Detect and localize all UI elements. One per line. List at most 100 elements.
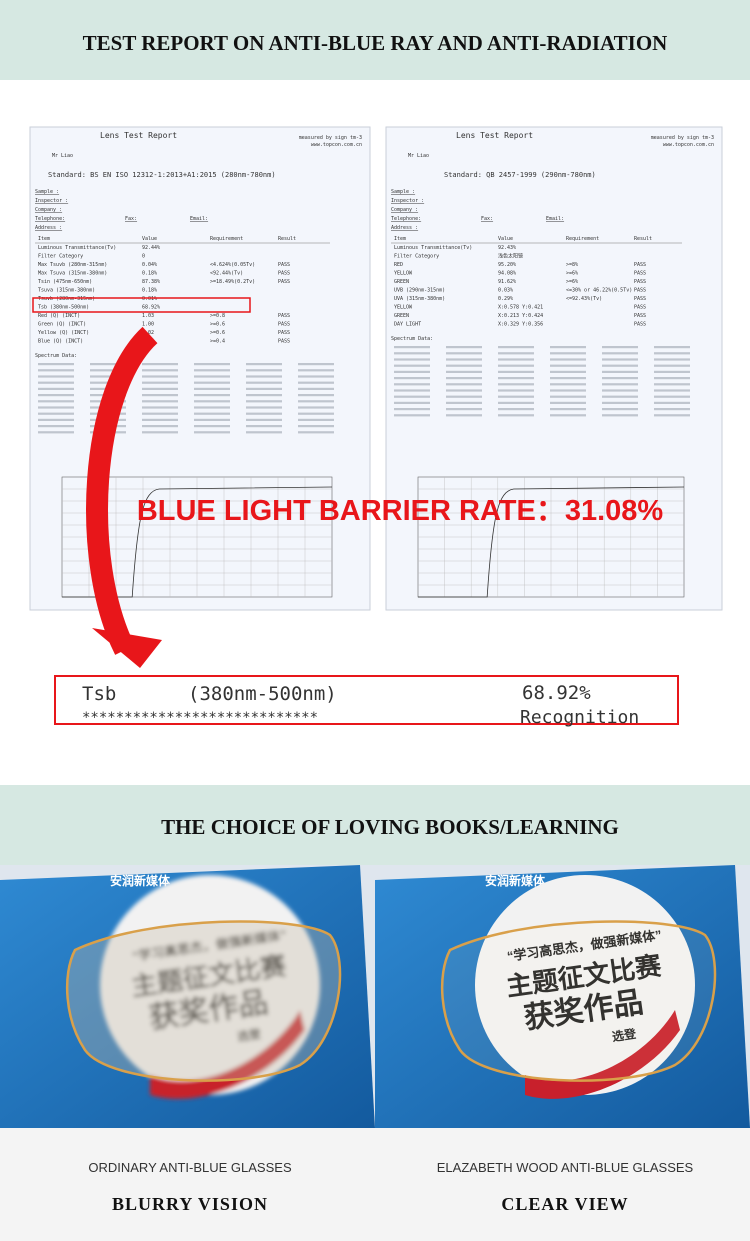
spectrum-placeholder xyxy=(498,377,534,380)
report-cell: Tsuvb (280nm-315nm) xyxy=(38,296,95,302)
report-cell: 1.03 xyxy=(142,313,154,319)
spectrum-placeholder xyxy=(394,401,430,404)
spectrum-placeholder xyxy=(394,364,430,367)
spectrum-placeholder xyxy=(38,381,74,384)
arrow-head xyxy=(92,628,162,668)
spectrum-placeholder xyxy=(194,381,230,384)
spectrum-placeholder xyxy=(142,425,178,428)
spectrum-placeholder xyxy=(550,346,586,349)
spectrum-placeholder xyxy=(298,394,334,397)
spectrum-placeholder xyxy=(654,395,690,398)
header-band xyxy=(0,0,750,80)
spectrum-placeholder xyxy=(446,377,482,380)
spectrum-placeholder xyxy=(654,401,690,404)
report-cell: 92.43% xyxy=(498,245,516,251)
report-standard: Standard: QB 2457-1999 (290nm-780nm) xyxy=(444,171,596,179)
report-column: Result xyxy=(278,236,296,242)
book-art: “学习高思杰，做强新媒体”主题征文比赛获奖作品选登 xyxy=(100,875,320,1099)
verdict: CLEAR VIEW xyxy=(501,1194,628,1214)
spectrum-placeholder xyxy=(654,389,690,392)
report-field: Sample : xyxy=(391,189,415,195)
spectrum-placeholder xyxy=(394,395,430,398)
report-cell: >=6% xyxy=(566,279,578,285)
spectrum-placeholder xyxy=(90,369,126,372)
spectrum-placeholder xyxy=(550,358,586,361)
spectrum-placeholder xyxy=(142,394,178,397)
spectrum-placeholder xyxy=(38,363,74,366)
callout-value: 68.92% xyxy=(522,682,591,704)
report-field: Address : xyxy=(391,225,418,231)
spectrum-placeholder xyxy=(550,352,586,355)
report-cell: Green (Q) (INCT) xyxy=(38,322,86,328)
callout-stars: **************************** xyxy=(82,710,318,726)
report-cell: Tsb (380nm-500nm) xyxy=(38,305,89,311)
report-column: Requirement xyxy=(566,236,599,242)
report-cell: PASS xyxy=(278,271,290,277)
spectrum-placeholder xyxy=(142,431,178,434)
report-cell: >=18.49%(0.2Tv) xyxy=(210,279,255,285)
spectrum-placeholder xyxy=(654,358,690,361)
report-cell: 0.18% xyxy=(142,271,157,277)
report-cell: 0.18% xyxy=(142,288,157,294)
spectrum-placeholder xyxy=(446,358,482,361)
book-art: “学习高思杰，做强新媒体”主题征文比赛获奖作品选登 xyxy=(475,875,695,1099)
report-paper xyxy=(29,126,371,611)
report-cell: Filter Category xyxy=(38,254,83,260)
spectrum-placeholder xyxy=(602,389,638,392)
report-meta: www.topcon.com.cn xyxy=(663,142,714,148)
report-field: Email: xyxy=(546,216,564,222)
spectrum-placeholder xyxy=(38,425,74,428)
callout-box xyxy=(54,675,679,725)
spectrum-placeholder xyxy=(194,412,230,415)
spectrum-placeholder xyxy=(446,346,482,349)
report-cell: PASS xyxy=(278,330,290,336)
report-cell: 0.01% xyxy=(142,296,157,302)
spectrum-placeholder xyxy=(498,414,534,417)
spectrum-placeholder xyxy=(654,414,690,417)
spectrum-placeholder xyxy=(298,431,334,434)
report-cell: 87.38% xyxy=(142,279,160,285)
report-column: Requirement xyxy=(210,236,243,242)
spectrum-placeholder xyxy=(298,400,334,403)
book-circle xyxy=(475,875,695,1095)
report-cell: X:0.213 Y:0.424 xyxy=(498,313,543,319)
spectrum-placeholder xyxy=(498,370,534,373)
spectrum-placeholder xyxy=(446,395,482,398)
report-column: Value xyxy=(142,236,157,242)
spectrum-placeholder xyxy=(90,363,126,366)
spectrum-placeholder xyxy=(498,346,534,349)
report-field: Email: xyxy=(190,216,208,222)
report-name: Mr Liao xyxy=(408,153,429,159)
report-cell: Max Tsuvb (280nm-315nm) xyxy=(38,262,107,268)
report-cell: PASS xyxy=(634,288,646,294)
spectrum-placeholder xyxy=(446,389,482,392)
spectrum-placeholder xyxy=(194,387,230,390)
spectrum-placeholder xyxy=(394,352,430,355)
section-title: THE CHOICE OF LOVING BOOKS/LEARNING xyxy=(161,815,619,839)
spectrum-placeholder xyxy=(90,375,126,378)
spectrum-placeholder xyxy=(38,369,74,372)
spectrum-placeholder xyxy=(298,363,334,366)
caption: ORDINARY ANTI-BLUE GLASSES xyxy=(88,1160,292,1175)
spectrum-placeholder xyxy=(602,352,638,355)
report-cell: 0 xyxy=(142,254,145,260)
report-cell: Filter Category xyxy=(394,254,439,260)
spectrum-placeholder xyxy=(654,370,690,373)
report-cell: PASS xyxy=(634,313,646,319)
spectrum-placeholder xyxy=(394,358,430,361)
spectrum-placeholder xyxy=(298,418,334,421)
book-line: 选登 xyxy=(236,1026,263,1044)
spectrum-placeholder xyxy=(38,412,74,415)
spectrum-placeholder xyxy=(142,418,178,421)
spectrum-placeholder xyxy=(298,406,334,409)
lens xyxy=(440,920,717,1082)
report-cell: RED xyxy=(394,262,403,268)
report-cell: PASS xyxy=(278,339,290,345)
spectrum-placeholder xyxy=(142,400,178,403)
spectrum-placeholder xyxy=(298,381,334,384)
report-cell: PASS xyxy=(278,279,290,285)
report-cell: <4.624%(0.05Tv) xyxy=(210,262,255,268)
spectrum-placeholder xyxy=(550,364,586,367)
spectrum-placeholder xyxy=(194,369,230,372)
report-cell: 1.00 xyxy=(142,322,154,328)
